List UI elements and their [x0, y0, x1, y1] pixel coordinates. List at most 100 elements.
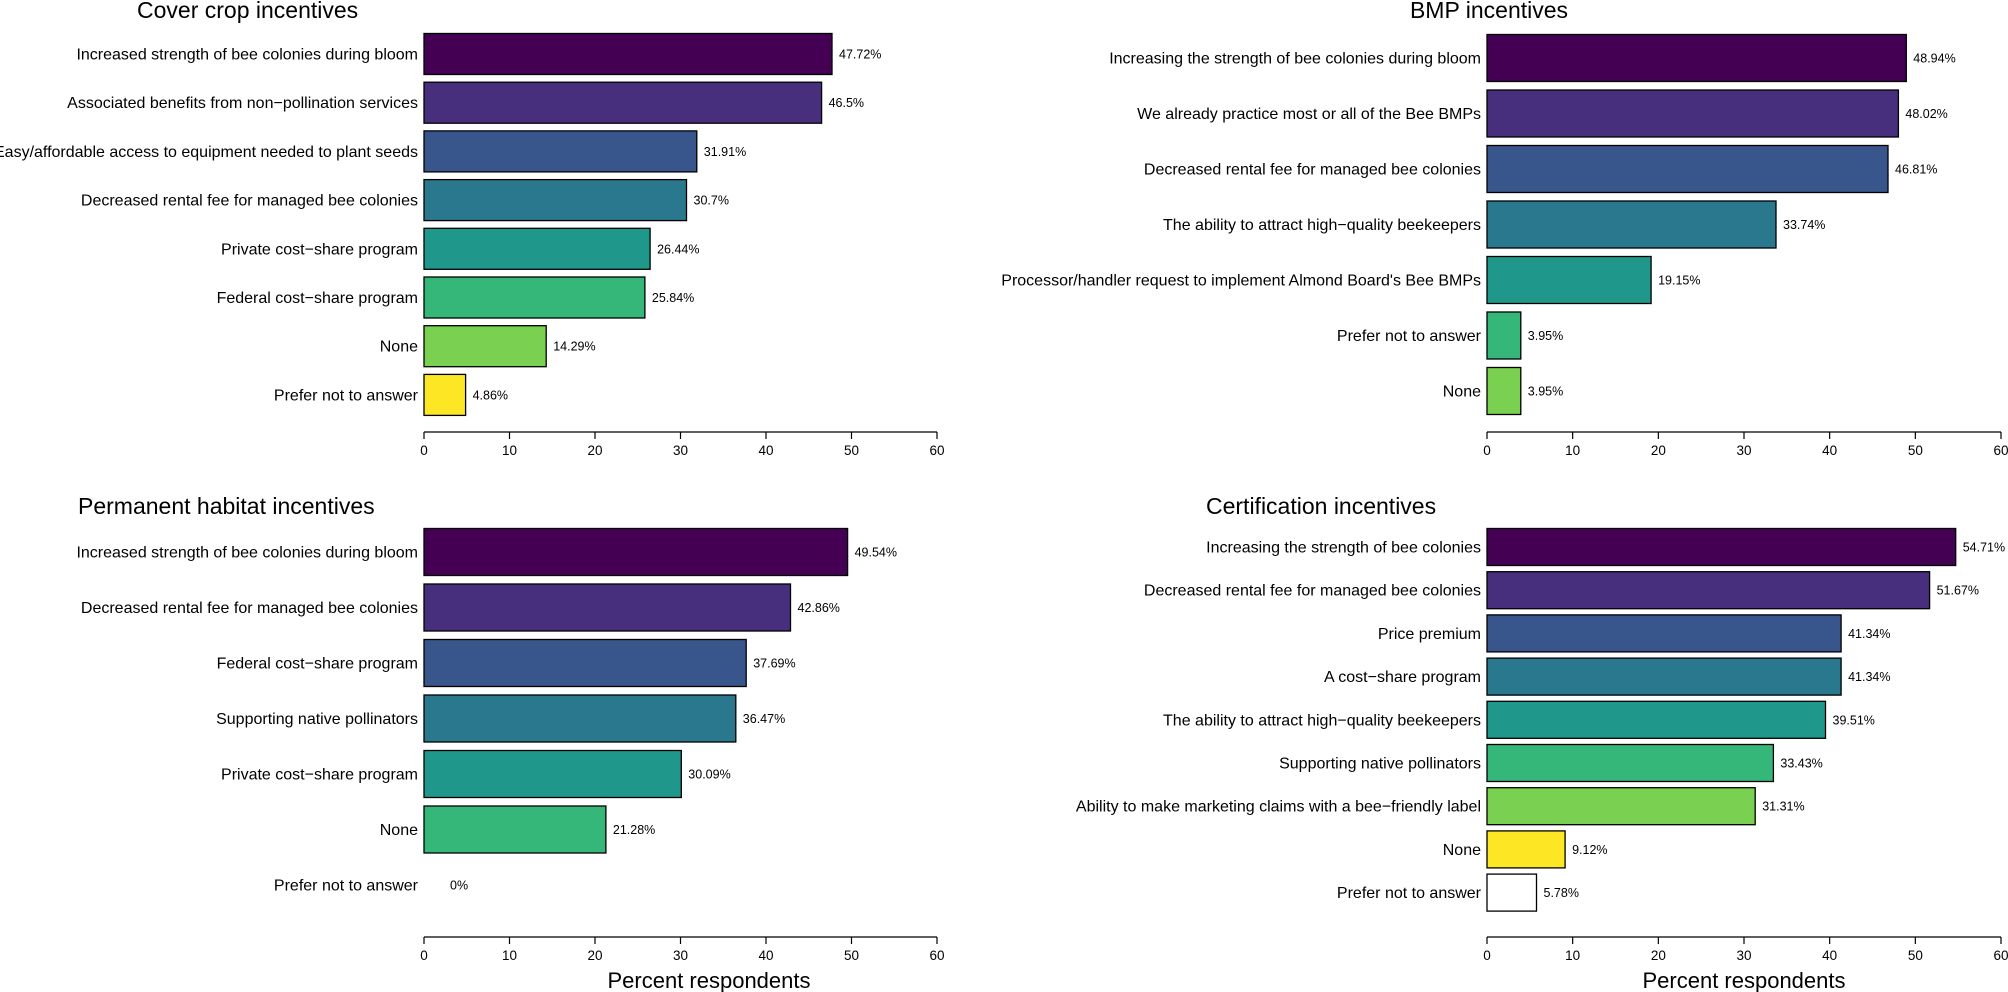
x-tick-label-certification-60: 60: [1993, 948, 2008, 963]
value-label-cover-crop-1: 47.72%: [839, 48, 881, 62]
value-label-permanent-habitat-1: 49.54%: [855, 546, 897, 560]
panel-title-cover-crop: Cover crop incentives: [137, 0, 358, 23]
bar-bmp-7: [1486, 366, 1522, 416]
category-label-bmp-4: The ability to attract high−quality beek…: [1163, 217, 1481, 234]
category-label-permanent-habitat-3: Federal cost−share program: [217, 656, 418, 673]
value-label-certification-2: 51.67%: [1937, 584, 1979, 598]
x-tick-label-cover-crop-50: 50: [844, 443, 859, 458]
value-label-cover-crop-2: 46.5%: [829, 96, 864, 110]
bar-cover-crop-8: [423, 373, 467, 417]
category-label-certification-9: Prefer not to answer: [1337, 885, 1482, 902]
x-tick-label-certification-30: 30: [1736, 948, 1751, 963]
category-label-cover-crop-5: Private cost−share program: [221, 241, 418, 258]
value-label-bmp-3: 46.81%: [1895, 163, 1937, 177]
value-label-certification-4: 41.34%: [1848, 670, 1890, 684]
x-tick-label-permanent-habitat-50: 50: [844, 948, 859, 963]
value-label-permanent-habitat-6: 21.28%: [613, 823, 655, 837]
x-axis-certification: 0 10 20 30 40 50 60: [1483, 936, 2008, 963]
bar-cover-crop-2: [423, 81, 823, 124]
category-label-certification-8: None: [1443, 842, 1481, 859]
x-tick-label-certification-40: 40: [1822, 948, 1837, 963]
value-label-cover-crop-7: 14.29%: [553, 340, 595, 354]
x-tick-label-cover-crop-0: 0: [420, 443, 428, 458]
x-tick-label-bmp-40: 40: [1822, 443, 1837, 458]
value-label-certification-7: 31.31%: [1762, 800, 1804, 814]
x-tick-label-permanent-habitat-40: 40: [758, 948, 773, 963]
category-label-cover-crop-8: Prefer not to answer: [274, 387, 419, 404]
bars-cover-crop: Increased strength of bee colonies durin…: [0, 32, 881, 417]
x-tick-label-bmp-50: 50: [1908, 443, 1923, 458]
bar-certification-2: [1486, 571, 1931, 610]
bar-certification-8: [1486, 830, 1566, 869]
x-axis-bmp: 0 10 20 30 40 50 60: [1483, 431, 2008, 458]
bar-bmp-1: [1486, 33, 1907, 83]
bar-bmp-6: [1486, 311, 1522, 360]
x-axis-permanent-habitat: 0 10 20 30 40 50 60: [420, 936, 945, 963]
panel-title-permanent-habitat: Permanent habitat incentives: [78, 493, 375, 519]
value-label-bmp-6: 3.95%: [1528, 329, 1563, 343]
bar-cover-crop-7: [423, 325, 547, 368]
x-tick-label-permanent-habitat-0: 0: [420, 948, 428, 963]
panel-title-certification: Certification incentives: [1206, 493, 1436, 519]
bar-certification-1: [1486, 527, 1957, 567]
x-tick-label-bmp-0: 0: [1483, 443, 1491, 458]
value-label-certification-6: 33.43%: [1780, 757, 1822, 771]
value-label-cover-crop-5: 26.44%: [657, 242, 699, 256]
bar-certification-7: [1486, 787, 1756, 826]
x-tick-label-cover-crop-10: 10: [502, 443, 517, 458]
value-label-permanent-habitat-2: 42.86%: [798, 601, 840, 615]
bar-bmp-4: [1486, 200, 1777, 249]
x-axis-title-certification: Percent respondents: [1642, 968, 1845, 992]
bar-permanent-habitat-4: [423, 694, 737, 743]
panel-permanent-habitat: Permanent habitat incentives Increased s…: [76, 493, 944, 992]
category-label-permanent-habitat-1: Increased strength of bee colonies durin…: [76, 545, 418, 562]
bar-certification-5: [1486, 700, 1827, 739]
value-label-bmp-1: 48.94%: [1913, 52, 1955, 66]
x-tick-label-bmp-10: 10: [1565, 443, 1580, 458]
bar-cover-crop-3: [423, 130, 698, 173]
bar-certification-4: [1486, 657, 1842, 696]
x-tick-label-cover-crop-30: 30: [673, 443, 688, 458]
bars-certification: Increasing the strength of bee colonies 5…: [1076, 527, 2005, 912]
x-tick-label-certification-10: 10: [1565, 948, 1580, 963]
value-label-bmp-4: 33.74%: [1783, 218, 1825, 232]
value-label-certification-8: 9.12%: [1572, 843, 1607, 857]
value-label-bmp-5: 19.15%: [1658, 274, 1700, 288]
panel-cover-crop: Cover crop incentives Increased strength…: [0, 0, 945, 458]
bars-bmp: Increasing the strength of bee colonies …: [1001, 33, 1956, 416]
bar-bmp-3: [1486, 144, 1889, 194]
category-label-cover-crop-6: Federal cost−share program: [217, 290, 418, 307]
value-label-permanent-habitat-4: 36.47%: [743, 712, 785, 726]
x-tick-label-permanent-habitat-10: 10: [502, 948, 517, 963]
x-tick-label-bmp-20: 20: [1651, 443, 1666, 458]
category-label-cover-crop-7: None: [380, 339, 418, 356]
category-label-certification-2: Decreased rental fee for managed bee col…: [1144, 583, 1481, 600]
category-label-bmp-5: Processor/handler request to implement A…: [1001, 273, 1481, 290]
value-label-permanent-habitat-3: 37.69%: [753, 657, 795, 671]
value-label-cover-crop-8: 4.86%: [473, 388, 508, 402]
x-tick-label-certification-50: 50: [1908, 948, 1923, 963]
value-label-bmp-2: 48.02%: [1905, 107, 1947, 121]
value-label-certification-3: 41.34%: [1848, 627, 1890, 641]
value-label-bmp-7: 3.95%: [1528, 385, 1563, 399]
x-tick-label-certification-20: 20: [1651, 948, 1666, 963]
x-tick-label-permanent-habitat-20: 20: [587, 948, 602, 963]
x-tick-label-cover-crop-20: 20: [587, 443, 602, 458]
bar-cover-crop-5: [423, 227, 651, 270]
bar-certification-6: [1486, 743, 1775, 783]
x-tick-label-cover-crop-40: 40: [758, 443, 773, 458]
category-label-bmp-1: Increasing the strength of bee colonies …: [1109, 51, 1481, 68]
bar-bmp-2: [1486, 89, 1900, 138]
category-label-certification-4: A cost−share program: [1324, 669, 1481, 686]
x-tick-label-bmp-60: 60: [1993, 443, 2008, 458]
bar-permanent-habitat-2: [423, 583, 792, 632]
x-tick-label-permanent-habitat-30: 30: [673, 948, 688, 963]
category-label-bmp-6: Prefer not to answer: [1337, 328, 1482, 345]
panel-title-bmp: BMP incentives: [1410, 0, 1568, 23]
bars-permanent-habitat: Increased strength of bee colonies durin…: [76, 527, 897, 895]
category-label-permanent-habitat-4: Supporting native pollinators: [216, 711, 418, 728]
panel-bmp: BMP incentives Increasing the strength o…: [1001, 0, 2008, 458]
category-label-certification-6: Supporting native pollinators: [1279, 756, 1481, 773]
panel-certification: Certification incentives Increasing the …: [1076, 493, 2008, 992]
